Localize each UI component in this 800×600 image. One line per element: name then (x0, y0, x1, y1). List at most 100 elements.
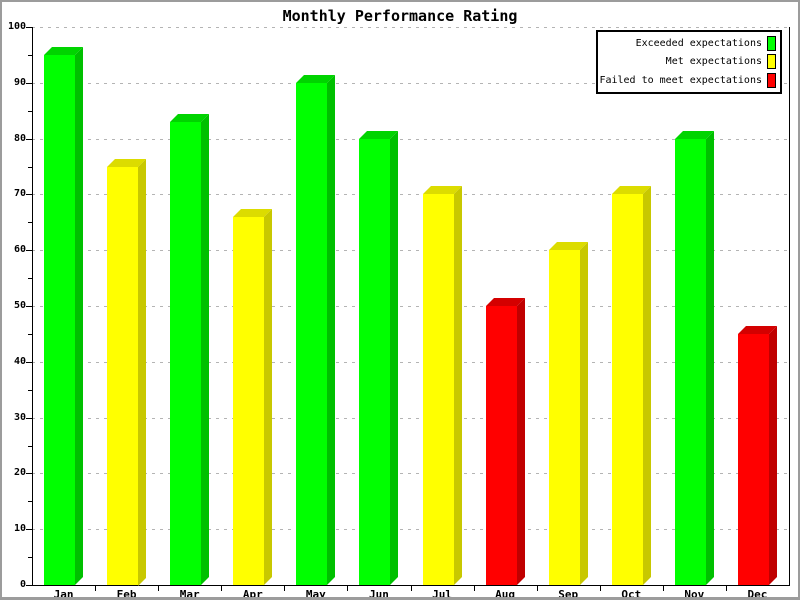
x-category-label: Oct (621, 588, 642, 600)
y-tick-label: 0 (19, 579, 26, 590)
y-minor-tick (28, 54, 32, 56)
gridline-30 (32, 417, 789, 419)
bar-right-face (201, 113, 210, 585)
y-tick-70 (26, 194, 33, 196)
y-tick-10 (26, 529, 33, 531)
legend-swatch-met (767, 54, 776, 70)
y-tick-40 (26, 361, 33, 363)
gridline-90 (32, 82, 789, 84)
x-slot-tick (347, 586, 349, 591)
x-slot-tick (536, 586, 538, 591)
y-tick-30 (26, 417, 33, 419)
bar-right-face (516, 298, 525, 585)
y-tick-label: 100 (7, 21, 26, 32)
y-tick-label: 50 (13, 300, 26, 311)
y-axis-line (32, 27, 33, 585)
x-category-label: Mar (179, 588, 200, 600)
x-category-label: May (305, 588, 326, 600)
gridline-70 (32, 194, 789, 196)
bar-front-face (359, 138, 391, 585)
y-tick-label: 60 (13, 244, 26, 256)
gridline-10 (32, 529, 789, 531)
x-category-label: Jul (432, 588, 452, 600)
x-category-label: Feb (116, 588, 137, 600)
x-axis-line (32, 585, 790, 586)
x-category-label: Nov (684, 588, 705, 600)
bar-right-face (138, 158, 147, 585)
y-tick-label: 70 (13, 188, 26, 200)
x-slot-tick (410, 586, 412, 591)
bar-front-face (44, 54, 76, 585)
y-tick-label: 80 (13, 132, 26, 144)
x-category-label: Sep (558, 588, 579, 600)
legend-swatch-exceeded (767, 35, 776, 51)
bar-right-face (642, 186, 651, 585)
y-tick-label: 90 (13, 76, 26, 88)
bar-right-face (264, 208, 273, 585)
bar-right-face (579, 242, 588, 585)
y-tick-90 (26, 82, 33, 84)
bar-right-face (453, 186, 462, 585)
gridline-80 (32, 138, 789, 140)
y-tick-60 (26, 250, 33, 252)
y-minor-tick (28, 222, 32, 224)
bar-jul (422, 186, 462, 585)
bar-may (296, 74, 336, 585)
y-minor-tick (28, 110, 32, 112)
x-slot-tick (221, 586, 223, 591)
y-minor-tick (28, 333, 32, 335)
bar-right-face (705, 130, 714, 585)
bar-front-face (422, 194, 454, 585)
bar-jan (44, 46, 84, 585)
x-slot-tick (284, 586, 286, 591)
x-slot-tick (725, 586, 727, 591)
bar-front-face (674, 138, 706, 585)
bar-front-face (548, 250, 580, 585)
y-tick-0 (26, 585, 33, 586)
gridline-50 (32, 306, 789, 307)
y-tick-50 (26, 306, 33, 307)
legend-box: Exceeded expectations Met expectations Fai… (596, 30, 782, 94)
x-category-label: Dec (747, 588, 768, 600)
x-category-label: Apr (242, 588, 263, 600)
y-tick-label: 10 (13, 523, 26, 535)
x-slot-tick (662, 586, 664, 591)
y-tick-label: 20 (13, 467, 26, 479)
bar-mar (170, 113, 210, 585)
y-minor-tick (28, 445, 32, 447)
gridline-100 (32, 27, 789, 28)
bar-nov (674, 130, 714, 585)
gridline-40 (32, 361, 789, 363)
bar-jun (359, 130, 399, 585)
y-minor-tick (28, 389, 32, 391)
legend-swatch-failed (767, 73, 776, 89)
bar-front-face (296, 82, 328, 585)
legend-item-met: Met expectations (598, 53, 780, 71)
x-category-label: Jun (369, 588, 389, 600)
y-minor-tick (28, 278, 32, 280)
bar-feb (107, 158, 147, 585)
y-minor-tick (28, 166, 32, 168)
x-slot-tick (95, 586, 97, 591)
bar-front-face (170, 121, 202, 585)
bar-right-face (327, 74, 336, 585)
legend-item-failed: Failed to meet expectations (598, 72, 780, 90)
legend-item-label: Failed to meet expectations (599, 75, 762, 87)
gridline-60 (32, 250, 789, 252)
bar-oct (611, 186, 651, 585)
y-tick-100 (26, 27, 33, 28)
bar-front-face (233, 216, 265, 585)
x-slot-tick (599, 586, 601, 591)
bar-front-face (107, 166, 139, 585)
x-category-label: Jan (53, 588, 74, 600)
y-minor-tick (28, 501, 32, 503)
chart-title: Monthly Performance Rating (282, 7, 518, 25)
x-slot-tick (473, 586, 475, 591)
bar-right-face (768, 325, 777, 585)
y-tick-label: 40 (13, 355, 26, 367)
bar-apr (233, 208, 273, 585)
bar-front-face (737, 333, 769, 585)
y-tick-label: 30 (13, 411, 26, 423)
y-tick-80 (26, 138, 33, 140)
